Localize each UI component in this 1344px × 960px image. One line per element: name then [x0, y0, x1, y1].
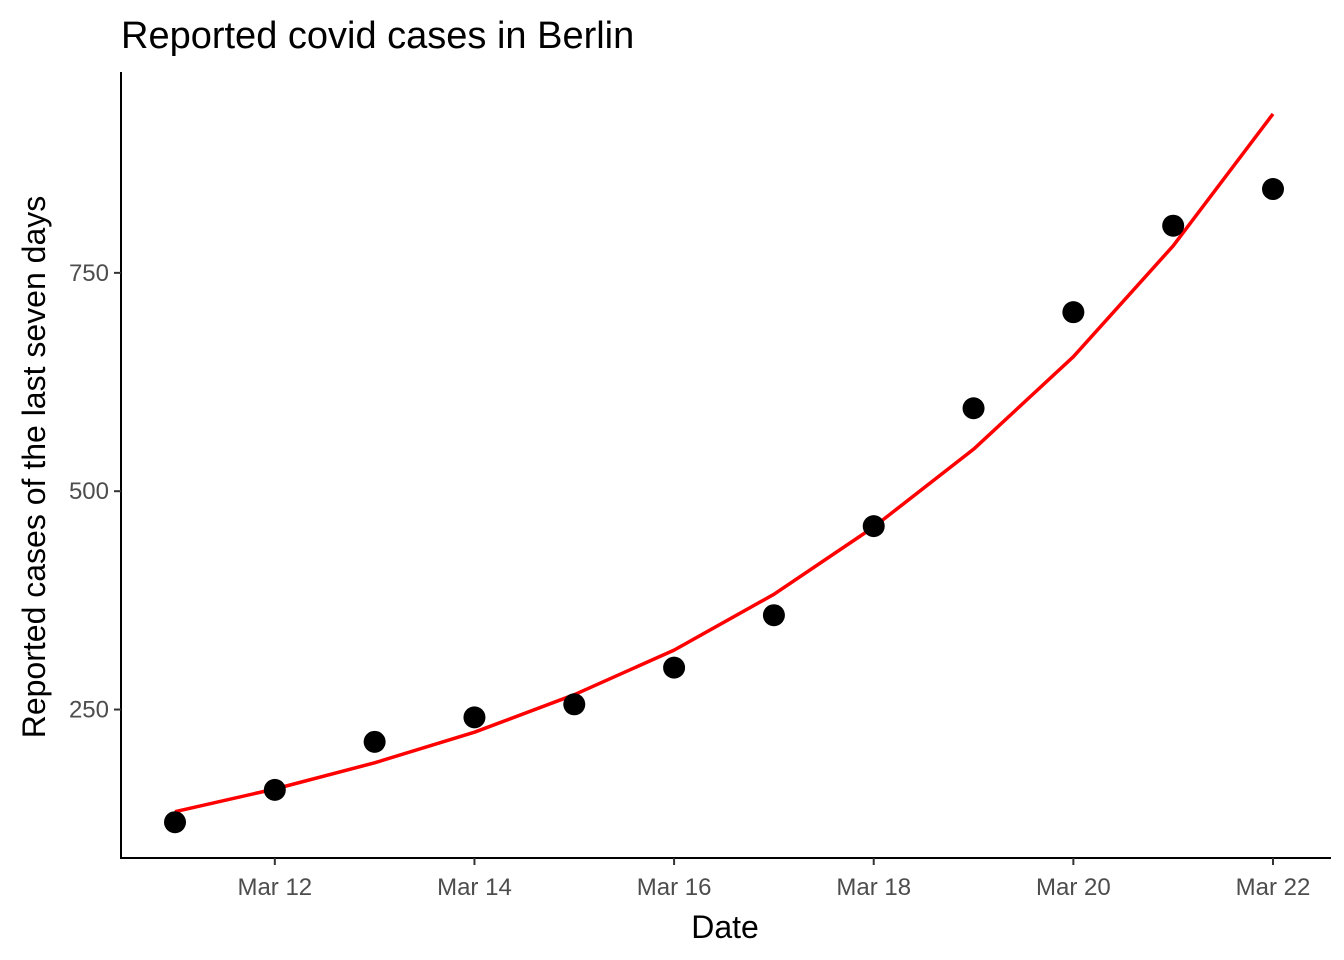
y-tick-label: 250 — [69, 697, 109, 724]
x-axis-title: Date — [691, 909, 759, 945]
data-point — [1262, 178, 1284, 201]
data-point — [363, 730, 386, 753]
x-tick-label: Mar 14 — [437, 874, 512, 901]
y-tick-label: 750 — [69, 260, 109, 287]
data-point — [563, 693, 586, 716]
trend-line-layer — [174, 112, 1275, 814]
data-point — [263, 778, 286, 801]
x-tick-label: Mar 18 — [836, 874, 911, 901]
y-axis-title: Reported cases of the last seven days — [16, 196, 52, 739]
data-point — [962, 397, 985, 420]
data-point — [1162, 214, 1185, 237]
data-point — [1062, 301, 1085, 324]
y-tick-label: 500 — [69, 478, 109, 505]
fitted-trend-line — [174, 112, 1275, 814]
x-tick-label: Mar 22 — [1236, 874, 1311, 901]
data-point — [663, 656, 686, 679]
y-axis-ticks: 250 500 750 — [69, 260, 121, 724]
data-point — [164, 811, 186, 834]
x-tick-label: Mar 20 — [1036, 874, 1111, 901]
data-point — [762, 604, 785, 627]
data-point — [862, 515, 885, 538]
chart-title: Reported covid cases in Berlin — [121, 15, 634, 57]
x-tick-label: Mar 12 — [237, 874, 312, 901]
data-points-layer — [164, 178, 1284, 834]
x-axis-ticks: Mar 12 Mar 14 Mar 16 Mar 18 Mar 20 Mar 22 — [237, 858, 1310, 901]
x-tick-label: Mar 16 — [637, 874, 712, 901]
data-point — [463, 706, 486, 729]
